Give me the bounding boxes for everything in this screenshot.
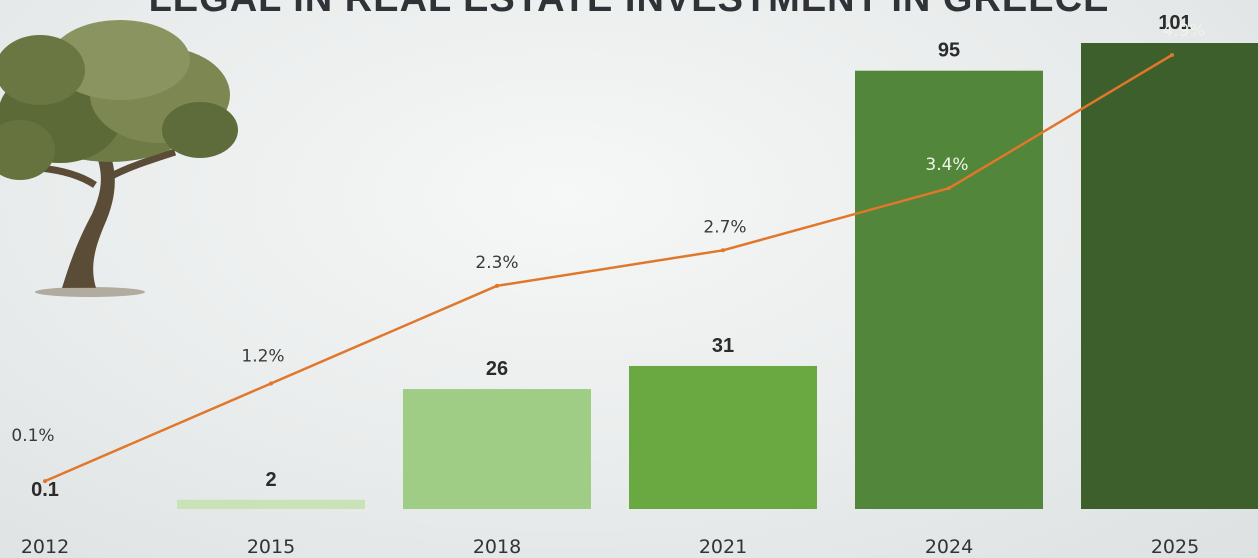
x-tick-label-2024: 2024: [925, 536, 973, 558]
bar-2018: [403, 389, 591, 509]
bar-value-label-2024: 95: [938, 40, 960, 62]
bar-2021: [629, 365, 817, 509]
line-value-label-2018: 2.3%: [475, 253, 518, 273]
bar-value-label-2018: 26: [486, 358, 508, 380]
line-point-2018: [495, 283, 499, 288]
bar-2024: [855, 70, 1043, 509]
line-value-label-2025: 4.9%: [1162, 21, 1205, 41]
line-point-2015: [269, 381, 273, 386]
line-value-label-2015: 1.2%: [241, 346, 284, 366]
line-value-label-2021: 2.7%: [703, 217, 746, 237]
olive-tree-icon: [0, 20, 238, 297]
x-tick-label-2018: 2018: [473, 536, 521, 558]
line-value-label-2012: 0.1%: [11, 426, 54, 446]
page-title: LEGAL IN REAL ESTATE INVESTMENT IN GREEC…: [0, 0, 1258, 21]
line-point-2025: [1170, 53, 1174, 57]
bar-value-label-2012: 0.1: [31, 479, 59, 501]
bar-value-label-2015: 2: [265, 469, 276, 491]
bar-2015: [177, 499, 365, 509]
bar-value-label-2025: 101: [1158, 12, 1191, 34]
line-point-2021: [721, 248, 725, 253]
bar-2025: [1081, 43, 1258, 509]
x-tick-label-2021: 2021: [699, 536, 747, 558]
line-series: [44, 53, 1173, 483]
line-value-label-2024: 3.4%: [925, 155, 968, 175]
x-tick-label-2012: 2012: [21, 536, 69, 558]
line-point-2024: [947, 186, 951, 191]
x-tick-label-2025: 2025: [1151, 536, 1199, 558]
bar-value-label-2021: 31: [712, 335, 734, 357]
x-tick-label-2015: 2015: [247, 536, 295, 558]
line-point-2012: [43, 479, 47, 484]
